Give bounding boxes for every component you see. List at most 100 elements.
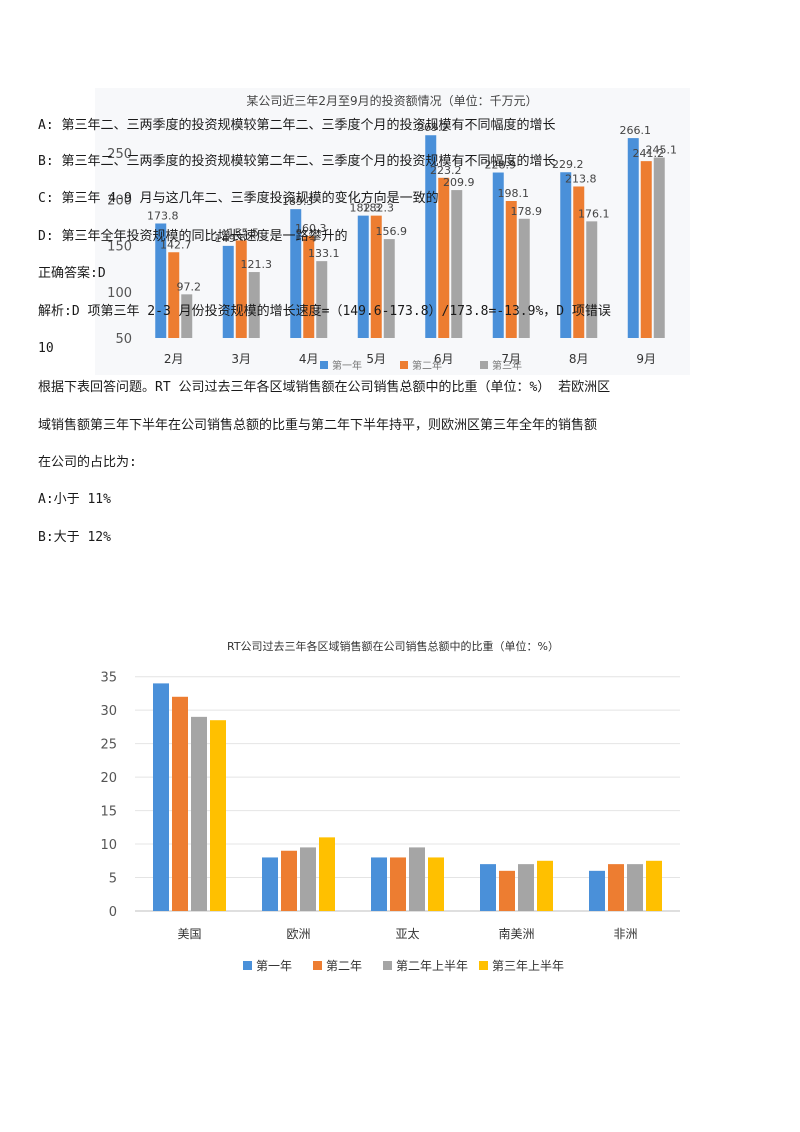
chart1-y-tick: 200 — [107, 193, 132, 208]
chart2-bar — [627, 864, 643, 911]
chart1-data-label: 229.2 — [552, 158, 584, 171]
chart1-legend-label: 第三年 — [492, 359, 522, 372]
chart2-y-tick: 30 — [100, 704, 117, 719]
chart2-x-tick: 欧洲 — [286, 927, 310, 941]
chart2-bar — [281, 850, 297, 911]
chart1-y-tick: 150 — [107, 240, 132, 255]
chart2-y-tick: 35 — [100, 671, 117, 686]
chart1-data-label: 182.3 — [363, 202, 395, 215]
chart1-bar — [451, 190, 463, 338]
chart1-x-tick: 8月 — [569, 352, 589, 366]
rt-region-share-chart: RT公司过去三年各区域销售额在公司销售总额中的比重（单位：%） 0 5 10 15 20… — [95, 632, 692, 985]
investment-chart: 某公司近三年2月至9月的投资额情况（单位：千万元） 50 100 150 200 250… — [95, 88, 690, 375]
chart1-bar — [370, 215, 382, 338]
chart1-data-label: 241.2 — [633, 147, 665, 160]
chart1-bar — [560, 172, 572, 338]
chart2-bar — [390, 857, 406, 911]
chart2-y-tick: 25 — [100, 738, 117, 753]
chart1-data-label: 198.1 — [498, 187, 530, 200]
question-line-2: 域销售额第三年下半年在公司销售总额的比重与第二年下半年持平，则欧洲区第三年全年的… — [38, 418, 598, 433]
chart2-x-tick: 非洲 — [613, 927, 637, 941]
chart2-y-tick: 15 — [100, 805, 117, 820]
chart1-legend-swatch — [400, 361, 408, 369]
chart2-bar — [153, 683, 169, 911]
chart2-bar — [172, 696, 188, 911]
option-b-text: B: 第三年二、三两季度的投资规模较第二年二、三季度个月的投资规模有不同幅度的增… — [38, 154, 556, 169]
chart2-bar — [210, 720, 226, 911]
chart1-bar — [222, 245, 234, 338]
chart1-bar — [627, 138, 639, 338]
chart1-bar — [640, 161, 652, 338]
chart1-bar — [181, 294, 193, 338]
chart2-y-tick: 5 — [109, 872, 117, 887]
chart1-bar — [155, 223, 167, 338]
chart1-data-label: 155.5 — [228, 226, 260, 239]
chart1-data-label: 245.1 — [646, 144, 678, 157]
chart1-data-label: 266.1 — [620, 124, 652, 137]
chart1-data-label: 182.3 — [350, 202, 382, 215]
chart1-bar — [505, 201, 517, 338]
chart2-bar — [191, 716, 207, 911]
chart1-bar — [438, 177, 450, 338]
chart1-data-label: 121.3 — [241, 258, 273, 271]
chart2-bar — [499, 870, 515, 911]
chart1-x-tick: 7月 — [501, 352, 521, 366]
chart1-data-label: 176.1 — [578, 207, 610, 220]
chart1-bar — [492, 172, 504, 338]
chart1-bar — [425, 135, 437, 338]
question-line-3: 在公司的占比为: — [38, 455, 137, 470]
chart1-data-label: 97.2 — [177, 280, 202, 293]
chart1-data-label: 173.8 — [147, 209, 179, 222]
chart1-data-label: 209.9 — [443, 176, 475, 189]
chart2-x-tick: 南美洲 — [498, 926, 534, 941]
chart2-bar — [608, 864, 624, 911]
option-a-text: A: 第三年二、三两季度的投资规模较第二年二、三季度个月的投资规模有不同幅度的增… — [38, 118, 556, 133]
chart2-legend-swatch — [383, 961, 392, 970]
chart1-data-label: 178.9 — [511, 205, 543, 218]
chart1-bar — [248, 272, 260, 338]
chart1-x-tick: 6月 — [434, 352, 454, 366]
chart2-bar — [646, 860, 662, 911]
chart2-bar — [537, 860, 553, 911]
chart1-data-label: 133.1 — [308, 247, 340, 260]
answer-text: 正确答案:D — [38, 266, 106, 281]
chart1-data-label: 142.7 — [160, 238, 192, 251]
chart1-x-tick: 2月 — [164, 352, 184, 366]
chart2-y-tick: 10 — [100, 838, 117, 853]
option-d-text: D: 第三年全年投资规模的同比增长速度是一路攀升的 — [38, 229, 348, 244]
chart1-bar — [357, 215, 369, 338]
chart2-x-tick: 美国 — [177, 927, 201, 941]
chart1-x-tick: 3月 — [231, 352, 251, 366]
chart2-x-tick: 亚太 — [395, 926, 419, 941]
chart1-bar — [290, 209, 302, 338]
chart2-legend-label: 第二年 — [326, 959, 362, 973]
chart2-bar — [319, 837, 335, 911]
chart1-legend-swatch — [480, 361, 488, 369]
chart1-bar — [383, 239, 395, 338]
chart1-bar — [168, 252, 180, 338]
chart1-data-label: 228.9 — [485, 159, 517, 172]
chart1-legend-label: 第二年 — [412, 359, 442, 372]
chart1-bar — [316, 261, 328, 338]
chart2-bar — [262, 857, 278, 911]
question-option-b: B:大于 12% — [38, 530, 111, 545]
question-line-1: 根据下表回答问题。RT 公司过去三年各区域销售额在公司销售总额中的比重（单位：%… — [38, 380, 611, 395]
chart2-legend-label: 第二年上半年 — [396, 959, 468, 973]
chart2-y-tick: 20 — [100, 771, 117, 786]
chart1-title: 某公司近三年2月至9月的投资额情况（单位：千万元） — [246, 93, 537, 108]
chart2-legend-label: 第三年上半年 — [492, 959, 564, 973]
chart1-bar — [573, 186, 585, 338]
analysis-text: 解析:D 项第三年 2-3 月份投资规模的增长速度=（149.6-173.8）/… — [38, 304, 611, 319]
chart2-bar — [300, 847, 316, 911]
chart1-data-label: 156.9 — [376, 225, 408, 238]
chart2-bar — [409, 847, 425, 911]
chart2-bar — [589, 870, 605, 911]
chart2-legend-swatch — [313, 961, 322, 970]
chart2-bar — [518, 864, 534, 911]
chart1-bar — [235, 240, 247, 338]
chart1-x-tick: 9月 — [636, 352, 656, 366]
question-option-a: A:小于 11% — [38, 492, 111, 507]
chart2-legend-label: 第一年 — [256, 959, 292, 973]
chart1-x-tick: 5月 — [366, 352, 386, 366]
chart1-data-label: 223.2 — [430, 164, 462, 177]
